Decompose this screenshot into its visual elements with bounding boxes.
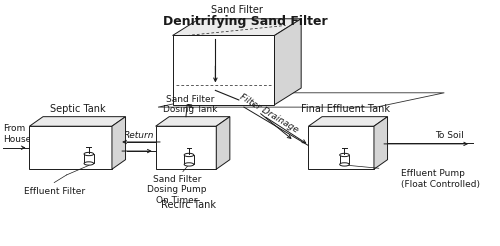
Polygon shape [184,155,194,164]
Text: Septic Tank: Septic Tank [50,104,106,114]
Text: Effluent Filter: Effluent Filter [24,187,85,196]
Text: Return: Return [124,131,154,140]
Ellipse shape [84,162,94,165]
Polygon shape [374,117,388,169]
Text: Sand Filter
Dosing Pump
On Timer: Sand Filter Dosing Pump On Timer [147,175,206,205]
Polygon shape [158,93,444,107]
Polygon shape [308,126,374,169]
Polygon shape [156,126,216,169]
Polygon shape [274,19,301,105]
Polygon shape [30,126,112,169]
Text: Filter Drainage: Filter Drainage [238,93,300,135]
Text: Sand Filter
Dosing Tank: Sand Filter Dosing Tank [163,95,217,114]
Text: Final Effluent Tank: Final Effluent Tank [301,104,390,114]
Polygon shape [172,35,274,105]
Ellipse shape [184,153,194,157]
Text: Recirc Tank: Recirc Tank [162,200,216,210]
Ellipse shape [340,153,349,157]
Polygon shape [216,117,230,169]
Text: Effluent Pump
(Float Controlled): Effluent Pump (Float Controlled) [400,169,479,189]
Polygon shape [172,19,301,35]
Ellipse shape [84,152,94,156]
Text: Denitrifying Sand Filter: Denitrifying Sand Filter [163,15,328,28]
Text: Sand Filter: Sand Filter [211,5,263,15]
Polygon shape [84,154,94,164]
Polygon shape [340,155,349,164]
Polygon shape [112,117,126,169]
Polygon shape [156,117,230,126]
Text: From
House: From House [3,124,31,144]
Ellipse shape [184,163,194,166]
Text: To Soil: To Soil [434,131,464,140]
Polygon shape [30,117,126,126]
Polygon shape [308,117,388,126]
Ellipse shape [340,163,349,166]
